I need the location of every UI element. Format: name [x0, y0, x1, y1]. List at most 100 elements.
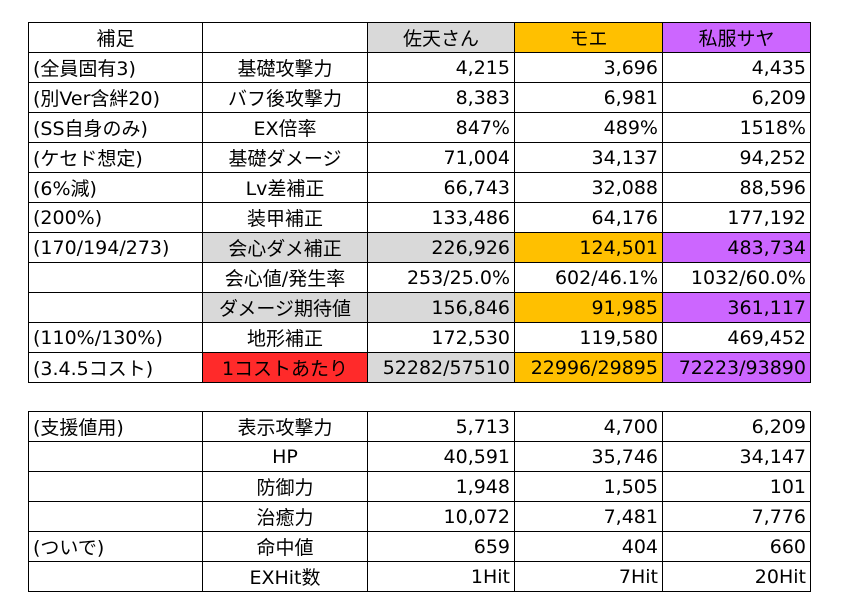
row-note[interactable] — [28, 501, 203, 532]
value-cell[interactable]: 119,580 — [514, 322, 663, 353]
value-cell[interactable]: 7,481 — [514, 501, 663, 532]
row-label[interactable]: 装甲補正 — [202, 202, 368, 233]
value-cell[interactable]: 172,530 — [367, 322, 515, 353]
value-cell[interactable]: 66,743 — [367, 172, 515, 203]
row-note[interactable]: (110%/130%) — [28, 322, 203, 353]
table-row: (200%) 装甲補正 133,486 64,176 177,192 — [28, 202, 811, 233]
value-cell[interactable]: 1518% — [662, 112, 811, 143]
row-note[interactable] — [28, 471, 203, 502]
value-cell[interactable]: 483,734 — [662, 232, 811, 263]
value-cell[interactable]: 177,192 — [662, 202, 811, 233]
row-label[interactable]: 表示攻撃力 — [202, 411, 368, 442]
row-label[interactable]: ダメージ期待値 — [202, 292, 368, 323]
row-label[interactable]: 治癒力 — [202, 501, 368, 532]
value-cell[interactable]: 6,981 — [514, 82, 663, 113]
table-row: 防御力 1,948 1,505 101 — [28, 471, 811, 502]
row-label[interactable]: 地形補正 — [202, 322, 368, 353]
value-cell[interactable]: 22996/29895 — [514, 352, 663, 383]
value-cell[interactable]: 133,486 — [367, 202, 515, 233]
value-cell[interactable]: 1,505 — [514, 471, 663, 502]
row-label[interactable]: 防御力 — [202, 471, 368, 502]
row-label[interactable]: EX倍率 — [202, 112, 368, 143]
row-label[interactable]: 基礎ダメージ — [202, 142, 368, 173]
row-note[interactable]: (別Ver含絆20) — [28, 82, 203, 113]
value-cell[interactable]: 52282/57510 — [367, 352, 515, 383]
value-cell[interactable]: 64,176 — [514, 202, 663, 233]
value-cell[interactable]: 3,696 — [514, 52, 663, 83]
value-cell[interactable]: 361,117 — [662, 292, 811, 323]
value-cell[interactable]: 5,713 — [367, 411, 515, 442]
value-cell[interactable]: 489% — [514, 112, 663, 143]
row-note[interactable]: (SS自身のみ) — [28, 112, 203, 143]
value-cell[interactable]: 35,746 — [514, 441, 663, 472]
value-cell[interactable]: 4,700 — [514, 411, 663, 442]
value-cell[interactable]: 7,776 — [662, 501, 811, 532]
row-label[interactable]: 会心ダメ補正 — [202, 232, 368, 263]
value-cell[interactable]: 659 — [367, 531, 515, 562]
value-cell[interactable]: 32,088 — [514, 172, 663, 203]
character-header-moe[interactable]: モエ — [514, 22, 663, 53]
row-label[interactable]: HP — [202, 441, 368, 472]
value-cell[interactable]: 101 — [662, 471, 811, 502]
value-cell[interactable]: 40,591 — [367, 441, 515, 472]
value-cell[interactable]: 4,435 — [662, 52, 811, 83]
table-row: EXHit数 1Hit 7Hit 20Hit — [28, 561, 811, 592]
label-header[interactable] — [202, 22, 368, 53]
row-label[interactable]: 1コストあたり — [202, 352, 368, 383]
character-header-saten[interactable]: 佐天さん — [367, 22, 515, 53]
value-cell[interactable]: 253/25.0% — [367, 262, 515, 293]
value-cell[interactable]: 847% — [367, 112, 515, 143]
value-cell[interactable]: 1,948 — [367, 471, 515, 502]
value-cell[interactable]: 469,452 — [662, 322, 811, 353]
row-note[interactable]: (170/194/273) — [28, 232, 203, 263]
damage-comparison-table: 補足 佐天さん モエ 私服サヤ (全員固有3) 基礎攻撃力 4,215 3,69… — [28, 22, 811, 383]
value-cell[interactable]: 10,072 — [367, 501, 515, 532]
row-label[interactable]: 基礎攻撃力 — [202, 52, 368, 83]
table-row: 治癒力 10,072 7,481 7,776 — [28, 501, 811, 532]
value-cell[interactable]: 1032/60.0% — [662, 262, 811, 293]
value-cell[interactable]: 34,137 — [514, 142, 663, 173]
row-label[interactable]: 命中値 — [202, 531, 368, 562]
row-note[interactable] — [28, 262, 203, 293]
row-label[interactable]: 会心値/発生率 — [202, 262, 368, 293]
row-note[interactable]: (3.4.5コスト) — [28, 352, 203, 383]
row-note[interactable]: (支援値用) — [28, 411, 203, 442]
value-cell[interactable]: 6,209 — [662, 411, 811, 442]
value-cell[interactable]: 4,215 — [367, 52, 515, 83]
row-note[interactable] — [28, 292, 203, 323]
value-cell[interactable]: 8,383 — [367, 82, 515, 113]
row-label[interactable]: バフ後攻撃力 — [202, 82, 368, 113]
value-cell[interactable]: 91,985 — [514, 292, 663, 323]
table-row: (3.4.5コスト) 1コストあたり 52282/57510 22996/298… — [28, 352, 811, 383]
value-cell[interactable]: 602/46.1% — [514, 262, 663, 293]
character-header-saya[interactable]: 私服サヤ — [662, 22, 811, 53]
table-row: (支援値用) 表示攻撃力 5,713 4,700 6,209 — [28, 411, 811, 442]
value-cell[interactable]: 226,926 — [367, 232, 515, 263]
table-row: (SS自身のみ) EX倍率 847% 489% 1518% — [28, 112, 811, 143]
row-note[interactable]: (全員固有3) — [28, 52, 203, 83]
value-cell[interactable]: 1Hit — [367, 561, 515, 592]
row-label[interactable]: Lv差補正 — [202, 172, 368, 203]
value-cell[interactable]: 6,209 — [662, 82, 811, 113]
value-cell[interactable]: 404 — [514, 531, 663, 562]
row-note[interactable] — [28, 561, 203, 592]
row-note[interactable]: (200%) — [28, 202, 203, 233]
value-cell[interactable]: 71,004 — [367, 142, 515, 173]
table-row: 会心値/発生率 253/25.0% 602/46.1% 1032/60.0% — [28, 262, 811, 293]
value-cell[interactable]: 7Hit — [514, 561, 663, 592]
row-note[interactable]: (6%減) — [28, 172, 203, 203]
row-note[interactable] — [28, 441, 203, 472]
table-row: HP 40,591 35,746 34,147 — [28, 441, 811, 472]
row-note[interactable]: (ケセド想定) — [28, 142, 203, 173]
value-cell[interactable]: 660 — [662, 531, 811, 562]
value-cell[interactable]: 124,501 — [514, 232, 663, 263]
value-cell[interactable]: 72223/93890 — [662, 352, 811, 383]
value-cell[interactable]: 156,846 — [367, 292, 515, 323]
row-label[interactable]: EXHit数 — [202, 561, 368, 592]
value-cell[interactable]: 20Hit — [662, 561, 811, 592]
note-header[interactable]: 補足 — [28, 22, 203, 53]
value-cell[interactable]: 34,147 — [662, 441, 811, 472]
row-note[interactable]: (ついで) — [28, 531, 203, 562]
value-cell[interactable]: 94,252 — [662, 142, 811, 173]
value-cell[interactable]: 88,596 — [662, 172, 811, 203]
